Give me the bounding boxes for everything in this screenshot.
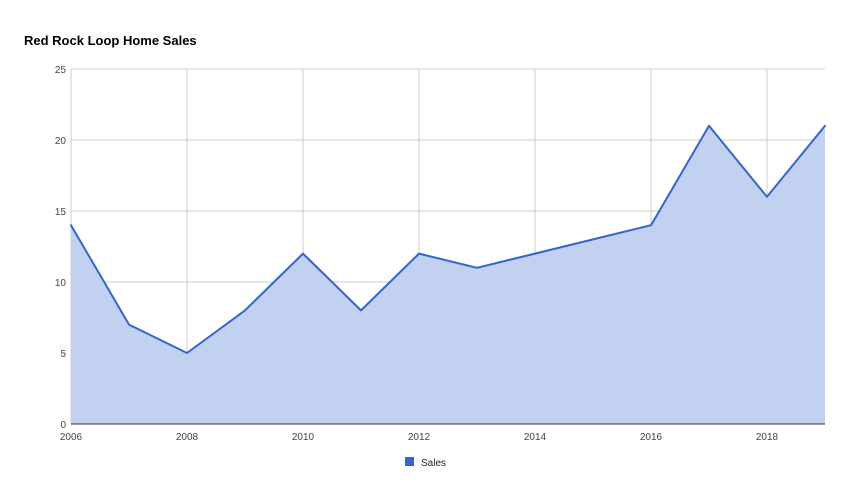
data-point	[476, 266, 479, 269]
data-point	[302, 252, 305, 255]
data-point	[766, 195, 769, 198]
data-point	[244, 309, 247, 312]
data-point	[824, 124, 827, 127]
legend-label: Sales	[421, 458, 446, 469]
x-tick-label: 2008	[176, 432, 199, 443]
data-point	[418, 252, 421, 255]
x-tick-label: 2018	[756, 432, 779, 443]
data-point	[70, 224, 73, 227]
x-tick-label: 2014	[524, 432, 547, 443]
data-point	[534, 252, 537, 255]
x-tick-label: 2010	[292, 432, 315, 443]
data-point	[592, 238, 595, 241]
y-tick-label: 15	[55, 207, 67, 218]
legend-swatch	[405, 457, 414, 466]
chart-title: Red Rock Loop Home Sales	[24, 33, 197, 48]
series-line-0	[70, 124, 826, 354]
data-point	[186, 352, 189, 355]
x-tick-label: 2012	[408, 432, 431, 443]
y-tick-label: 20	[55, 136, 67, 147]
y-tick-label: 0	[60, 420, 66, 431]
y-tick-label: 5	[60, 349, 66, 360]
data-point	[650, 224, 653, 227]
data-point	[708, 124, 711, 127]
x-tick-label: 2016	[640, 432, 663, 443]
data-point	[360, 309, 363, 312]
y-tick-label: 10	[55, 278, 67, 289]
x-tick-label: 2006	[60, 432, 83, 443]
data-point	[128, 323, 131, 326]
y-tick-label: 25	[55, 65, 67, 76]
series-area-0	[71, 125, 825, 425]
